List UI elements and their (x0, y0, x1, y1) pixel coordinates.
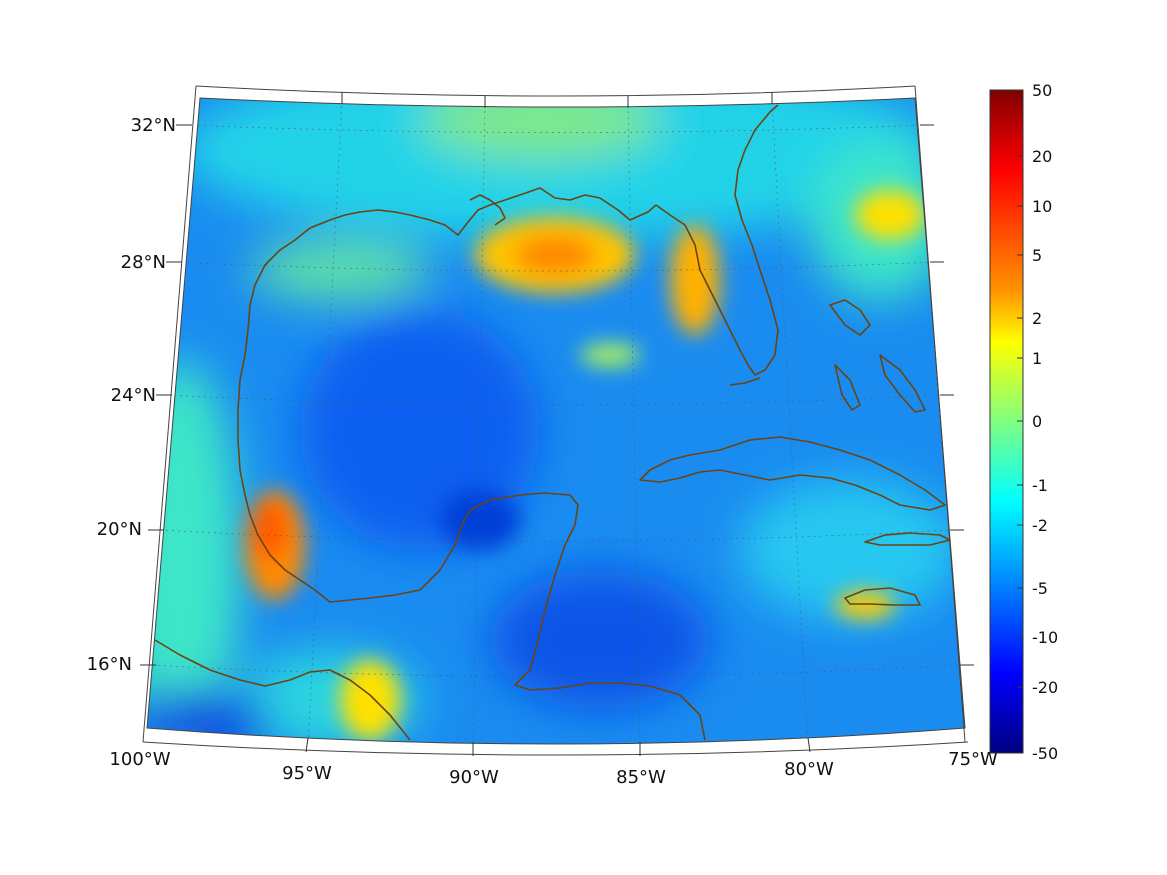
colorbar-tick-5: 5 (1032, 246, 1042, 265)
mexico-pacific-coast-line (154, 639, 411, 741)
coastlines (154, 104, 951, 741)
lon-label-90w: 90°W (449, 767, 499, 788)
latitude-labels: 32°N 28°N 24°N 20°N 16°N (87, 115, 176, 675)
jamaica-outline (844, 587, 921, 606)
lat-label-24n: 24°N (111, 385, 156, 406)
florida-keys-line (729, 377, 761, 386)
colorbar-tick-20: 20 (1032, 147, 1052, 166)
colorbar-tick-neg2: -2 (1032, 516, 1048, 535)
lon-label-95w: 95°W (282, 763, 332, 784)
colorbar-tick-neg20: -20 (1032, 678, 1058, 697)
lat-label-28n: 28°N (121, 252, 166, 273)
lon-label-100w: 100°W (109, 749, 170, 770)
frame-ticks (140, 92, 974, 756)
map-frame (142, 85, 969, 756)
mississippi-delta-line (469, 194, 506, 226)
lon-label-80w: 80°W (784, 759, 834, 780)
colorbar-tick-neg10: -10 (1032, 628, 1058, 647)
graticule (151, 99, 961, 744)
lon-label-85w: 85°W (616, 767, 666, 788)
lat-label-20n: 20°N (97, 519, 142, 540)
colorbar-tick-neg50: -50 (1032, 744, 1058, 763)
bahamas-outline (829, 299, 926, 413)
lat-label-16n: 16°N (87, 654, 132, 675)
cuba-outline (639, 436, 946, 511)
colorbar-tick-2: 2 (1032, 309, 1042, 328)
lon-label-75w: 75°W (948, 749, 998, 770)
lat-label-32n: 32°N (131, 115, 176, 136)
colorbar-tick-10: 10 (1032, 197, 1052, 216)
colorbar-tick-neg1: -1 (1032, 476, 1048, 495)
longitude-labels: 100°W 95°W 90°W 85°W 80°W 75°W (109, 749, 998, 788)
florida-coast-line (655, 104, 779, 376)
gulf-coast-line (237, 187, 706, 741)
heatmap-field (147, 98, 965, 744)
colorbar-tick-0: 0 (1032, 412, 1042, 431)
colorbar-tick-neg5: -5 (1032, 579, 1048, 598)
colorbar-tick-1: 1 (1032, 349, 1042, 368)
colorbar: 50 20 10 5 2 1 0 -1 -2 -5 -10 -20 -50 (989, 81, 1058, 763)
colorbar-tick-50: 50 (1032, 81, 1052, 100)
